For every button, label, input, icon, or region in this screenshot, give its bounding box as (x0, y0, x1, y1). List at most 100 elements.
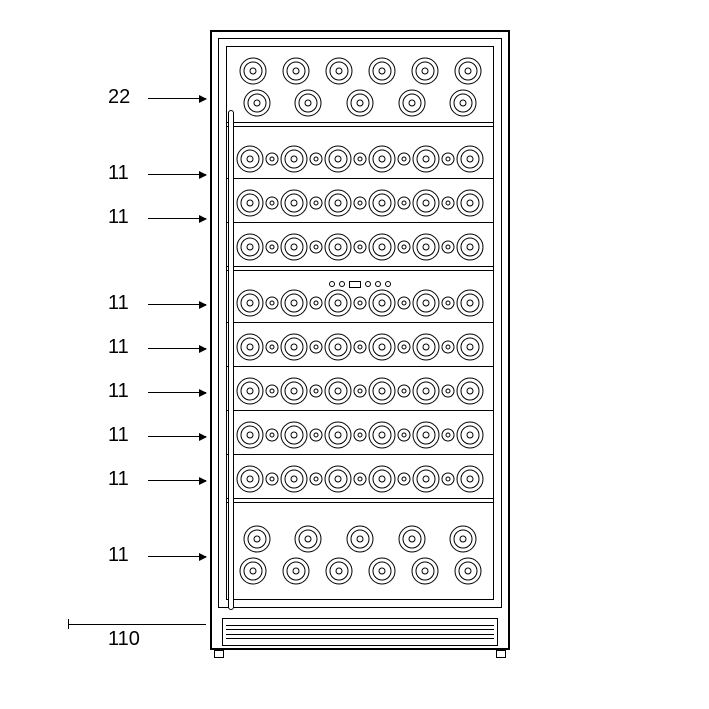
bottle-neck-icon (397, 472, 411, 486)
bottle-neck-icon (397, 340, 411, 354)
button-dot-icon (385, 281, 391, 287)
shelf-divider (227, 122, 493, 123)
control-panel (227, 277, 493, 291)
bottle-icon (280, 421, 308, 449)
bottle-icon (324, 377, 352, 405)
bottle-icon (449, 525, 477, 553)
bottle-neck-icon (353, 296, 367, 310)
bottle-icon (454, 57, 482, 85)
bottle-icon (280, 377, 308, 405)
arrow-icon (148, 392, 206, 393)
bottle-icon (325, 57, 353, 85)
bottle-neck-icon (441, 340, 455, 354)
bottle-icon (368, 557, 396, 585)
arrow-icon (148, 304, 206, 305)
bottle-icon (412, 145, 440, 173)
bottle-icon (324, 233, 352, 261)
shelf-count-label: 11 (108, 162, 129, 185)
bottle-row (227, 232, 493, 262)
shelf-count-label: 11 (108, 206, 129, 229)
shelf-divider (227, 126, 493, 127)
bottle-neck-icon (309, 340, 323, 354)
bottle-icon (412, 333, 440, 361)
bottle-neck-icon (353, 428, 367, 442)
bottle-icon (411, 57, 439, 85)
bottle-icon (282, 557, 310, 585)
bottle-icon (236, 421, 264, 449)
bottle-icon (456, 465, 484, 493)
bottle-icon (236, 465, 264, 493)
bottle-neck-icon (309, 240, 323, 254)
bottle-row (227, 420, 493, 450)
bottle-icon (398, 89, 426, 117)
bottle-neck-icon (309, 296, 323, 310)
bottle-icon (280, 233, 308, 261)
bottle-row (227, 524, 493, 554)
bottle-icon (324, 333, 352, 361)
bottle-icon (456, 377, 484, 405)
shelf-count-label: 11 (108, 424, 129, 447)
shelf-count-label: 11 (108, 468, 129, 491)
shelf-count-label: 11 (108, 336, 129, 359)
bottle-neck-icon (309, 472, 323, 486)
bottle-icon (368, 465, 396, 493)
door-handle (228, 110, 234, 610)
bottle-neck-icon (265, 240, 279, 254)
bottle-icon (456, 333, 484, 361)
bottle-icon (368, 233, 396, 261)
shelf-count-label: 11 (108, 292, 129, 315)
bottle-icon (412, 289, 440, 317)
bottle-neck-icon (353, 340, 367, 354)
total-line (68, 624, 206, 625)
shelf-divider (227, 222, 493, 223)
bottle-icon (294, 89, 322, 117)
vent-grille (222, 618, 498, 646)
bottle-icon (368, 57, 396, 85)
bottle-icon (398, 525, 426, 553)
bottle-icon (324, 465, 352, 493)
bottle-icon (280, 289, 308, 317)
foot-left (214, 650, 224, 658)
bottle-icon (280, 333, 308, 361)
bottle-neck-icon (353, 196, 367, 210)
bottle-row (227, 88, 493, 118)
bottle-neck-icon (441, 428, 455, 442)
bottle-icon (239, 557, 267, 585)
bottle-icon (368, 333, 396, 361)
bottle-neck-icon (353, 152, 367, 166)
bottle-icon (280, 189, 308, 217)
bottle-icon (325, 557, 353, 585)
bottle-icon (324, 421, 352, 449)
bottle-neck-icon (265, 384, 279, 398)
total-tick (68, 619, 69, 629)
bottle-icon (236, 145, 264, 173)
arrow-icon (148, 218, 206, 219)
bottle-icon (368, 421, 396, 449)
bottle-neck-icon (265, 196, 279, 210)
diagram-container: 221111111111111111110 (0, 0, 709, 709)
bottle-icon (243, 89, 271, 117)
bottle-icon (412, 189, 440, 217)
bottle-row (227, 332, 493, 362)
bottle-row (227, 464, 493, 494)
bottle-icon (243, 525, 271, 553)
bottle-icon (236, 289, 264, 317)
bottle-neck-icon (265, 340, 279, 354)
shelf-count-label: 11 (108, 380, 129, 403)
vent-lines (226, 622, 494, 642)
arrow-icon (148, 174, 206, 175)
bottle-icon (239, 57, 267, 85)
bottle-neck-icon (265, 152, 279, 166)
button-dot-icon (375, 281, 381, 287)
bottle-neck-icon (441, 472, 455, 486)
bottle-icon (294, 525, 322, 553)
bottle-neck-icon (265, 472, 279, 486)
total-count-label: 110 (108, 628, 140, 651)
shelf-divider (227, 270, 493, 271)
bottle-neck-icon (397, 296, 411, 310)
bottle-icon (411, 557, 439, 585)
bottle-neck-icon (441, 196, 455, 210)
bottle-neck-icon (265, 428, 279, 442)
bottle-neck-icon (353, 472, 367, 486)
bottle-icon (456, 233, 484, 261)
